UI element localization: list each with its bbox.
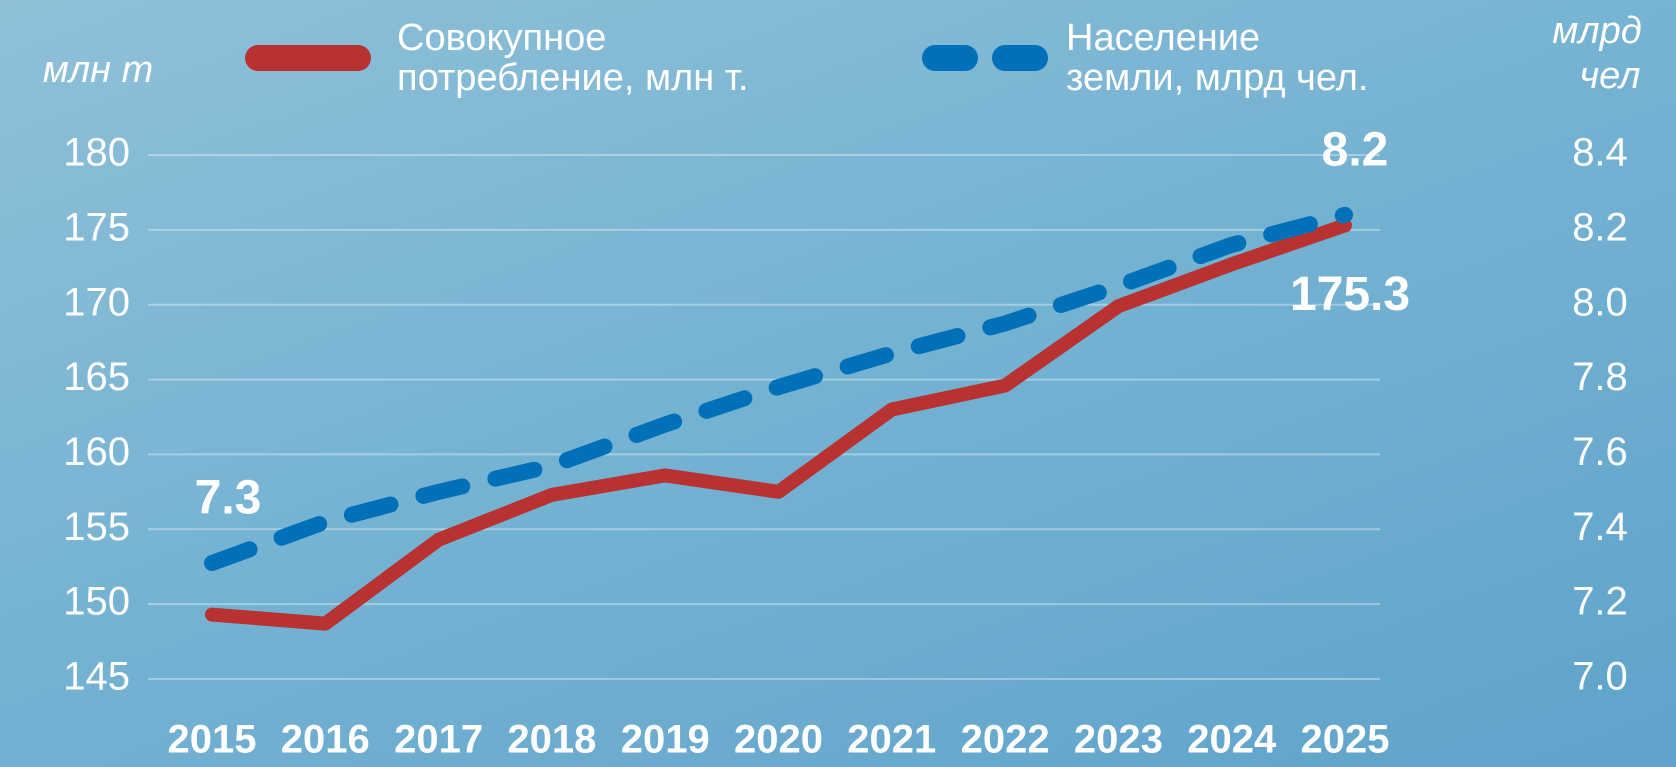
y-tick-label: 150 [63,580,130,624]
x-tick-label: 2019 [621,718,710,762]
y-tick-label: 155 [63,505,130,549]
y2-tick-label: 7.2 [1572,580,1628,624]
x-tick-label: 2016 [281,718,370,762]
x-tick-label: 2025 [1301,718,1390,762]
x-tick-label: 2018 [507,718,596,762]
series-line [204,206,1353,571]
data-label: 7.3 [195,472,262,525]
data-label: 175.3 [1290,268,1410,321]
x-tick-label: 2021 [847,718,936,762]
x-tick-label: 2023 [1074,718,1163,762]
x-tick-label: 2017 [394,718,483,762]
x-tick-label: 2024 [1187,718,1277,762]
y-tick-label: 180 [63,131,130,175]
x-tick-label: 2015 [168,718,257,762]
y-tick-label: 165 [63,355,130,399]
x-tick-label: 2020 [734,718,823,762]
y2-tick-label: 7.8 [1572,355,1628,399]
x-tick-label: 2022 [961,718,1050,762]
y2-tick-label: 8.0 [1572,280,1628,324]
data-label: 8.2 [1322,124,1389,177]
y2-tick-label: 7.0 [1572,655,1628,699]
y2-axis-title: чел [1580,55,1641,97]
y-tick-label: 160 [63,430,130,474]
legend-label: Население земли, млрд чел. [1066,17,1369,99]
y2-tick-label: 7.6 [1572,430,1628,474]
y-axis-title: млн т [43,49,154,91]
y-tick-label: 170 [63,280,130,324]
y2-axis-title: млрд [1552,10,1642,52]
y2-tick-label: 7.4 [1572,505,1628,549]
series-line [205,218,1352,631]
legend-label: Совокупное потребление, млн т. [397,17,749,99]
y-tick-label: 145 [63,655,130,699]
y-tick-label: 175 [63,205,130,249]
y2-tick-label: 8.2 [1572,205,1628,249]
y2-tick-label: 8.4 [1572,131,1628,175]
